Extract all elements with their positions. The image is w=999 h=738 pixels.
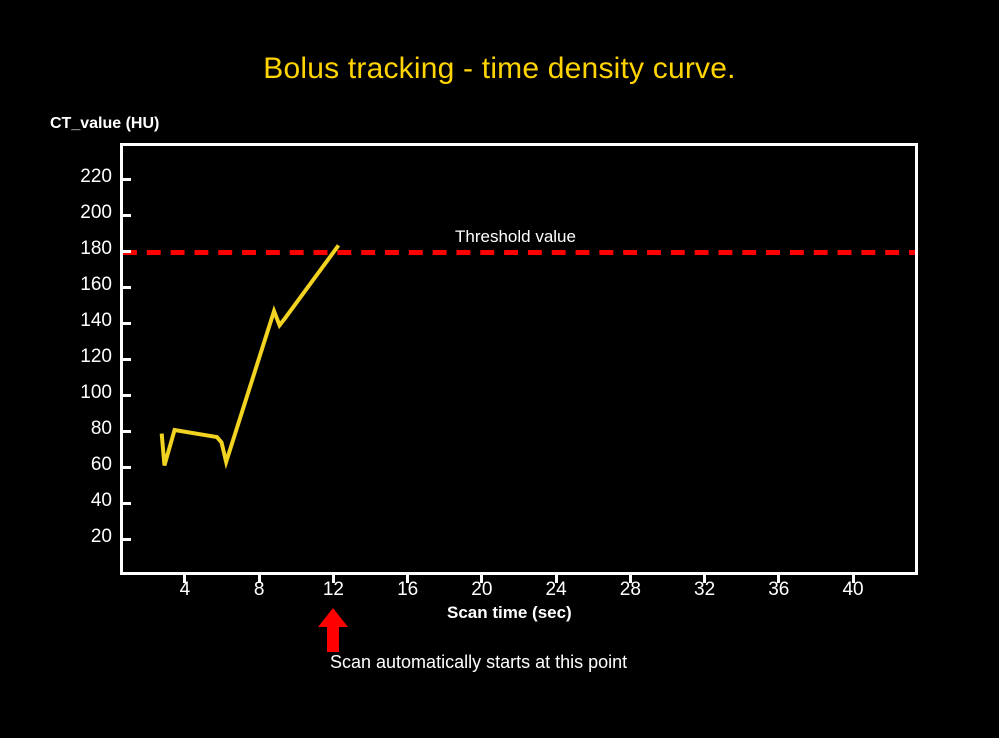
y-tick-label: 100 [80, 382, 112, 403]
x-tick-mark [851, 572, 855, 583]
x-axis-title: Scan time (sec) [447, 603, 572, 622]
y-tick-mark [120, 285, 131, 289]
y-tick-mark [120, 213, 131, 217]
x-tick-label: 4 [179, 579, 191, 600]
y-tick-mark [120, 357, 131, 361]
y-tick-label: 140 [80, 310, 112, 331]
x-tick-label: 32 [694, 579, 716, 600]
y-tick-mark [120, 321, 131, 325]
threshold-label: Threshold value [455, 227, 576, 246]
y-tick-label: 80 [90, 418, 112, 439]
x-tick-label: 28 [619, 579, 641, 600]
y-tick-mark [120, 501, 131, 505]
y-tick-label: 200 [80, 202, 112, 223]
x-tick-mark [406, 572, 410, 583]
y-tick-mark [120, 537, 131, 541]
x-tick-label: 24 [545, 579, 567, 600]
annotation-label: Scan automatically starts at this point [330, 652, 628, 672]
y-tick-label: 120 [80, 346, 112, 367]
y-tick-label: 160 [80, 274, 112, 295]
y-tick-mark [120, 249, 131, 253]
y-tick-mark [120, 465, 131, 469]
x-tick-mark [183, 572, 187, 583]
y-tick-label: 180 [80, 238, 112, 259]
x-tick-mark [628, 572, 632, 583]
x-tick-mark [703, 572, 707, 583]
x-tick-mark [777, 572, 781, 583]
x-tick-label: 20 [471, 579, 493, 600]
x-tick-label: 12 [322, 579, 344, 600]
y-tick-mark [120, 429, 131, 433]
plot-area [123, 244, 915, 470]
x-tick-label: 40 [842, 579, 864, 600]
x-tick-label: 8 [253, 579, 265, 600]
y-tick-mark [120, 177, 131, 181]
y-tick-label: 40 [90, 490, 112, 511]
y-tick-label: 20 [90, 526, 112, 547]
up-arrow-icon [318, 608, 349, 652]
x-tick-mark [331, 572, 335, 583]
y-axis-title: CT_value (HU) [50, 115, 160, 132]
y-tick-label: 60 [90, 454, 112, 475]
y-tick-mark [120, 393, 131, 397]
x-tick-mark [480, 572, 484, 583]
x-tick-label: 36 [768, 579, 790, 600]
x-tick-label: 16 [397, 579, 419, 600]
time-density-curve [159, 244, 341, 470]
plot-frame [120, 143, 918, 575]
x-tick-mark [257, 572, 261, 583]
y-tick-label: 220 [80, 166, 112, 187]
x-tick-mark [554, 572, 558, 583]
page-title: Bolus tracking - time density curve. [263, 52, 736, 85]
